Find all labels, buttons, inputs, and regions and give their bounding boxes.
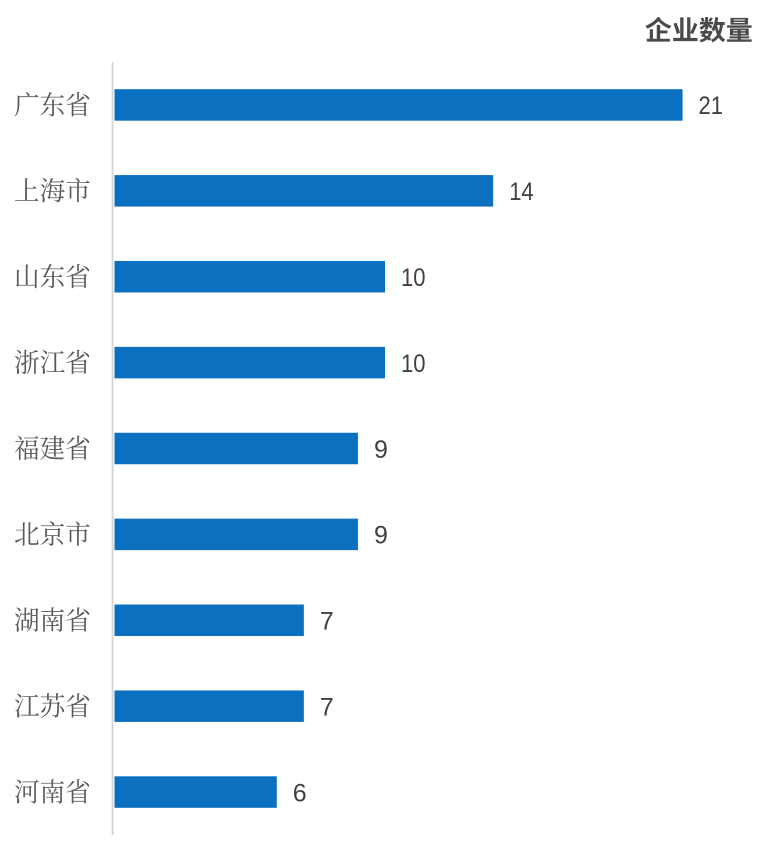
svg-text:6: 6 [293, 779, 307, 807]
svg-text:10: 10 [401, 350, 426, 378]
svg-text:7: 7 [320, 608, 334, 636]
svg-text:21: 21 [699, 92, 724, 120]
svg-text:9: 9 [374, 522, 388, 550]
svg-text:7: 7 [320, 693, 334, 721]
svg-text:10: 10 [401, 264, 426, 292]
svg-text:14: 14 [509, 178, 534, 206]
svg-text:9: 9 [374, 436, 388, 464]
